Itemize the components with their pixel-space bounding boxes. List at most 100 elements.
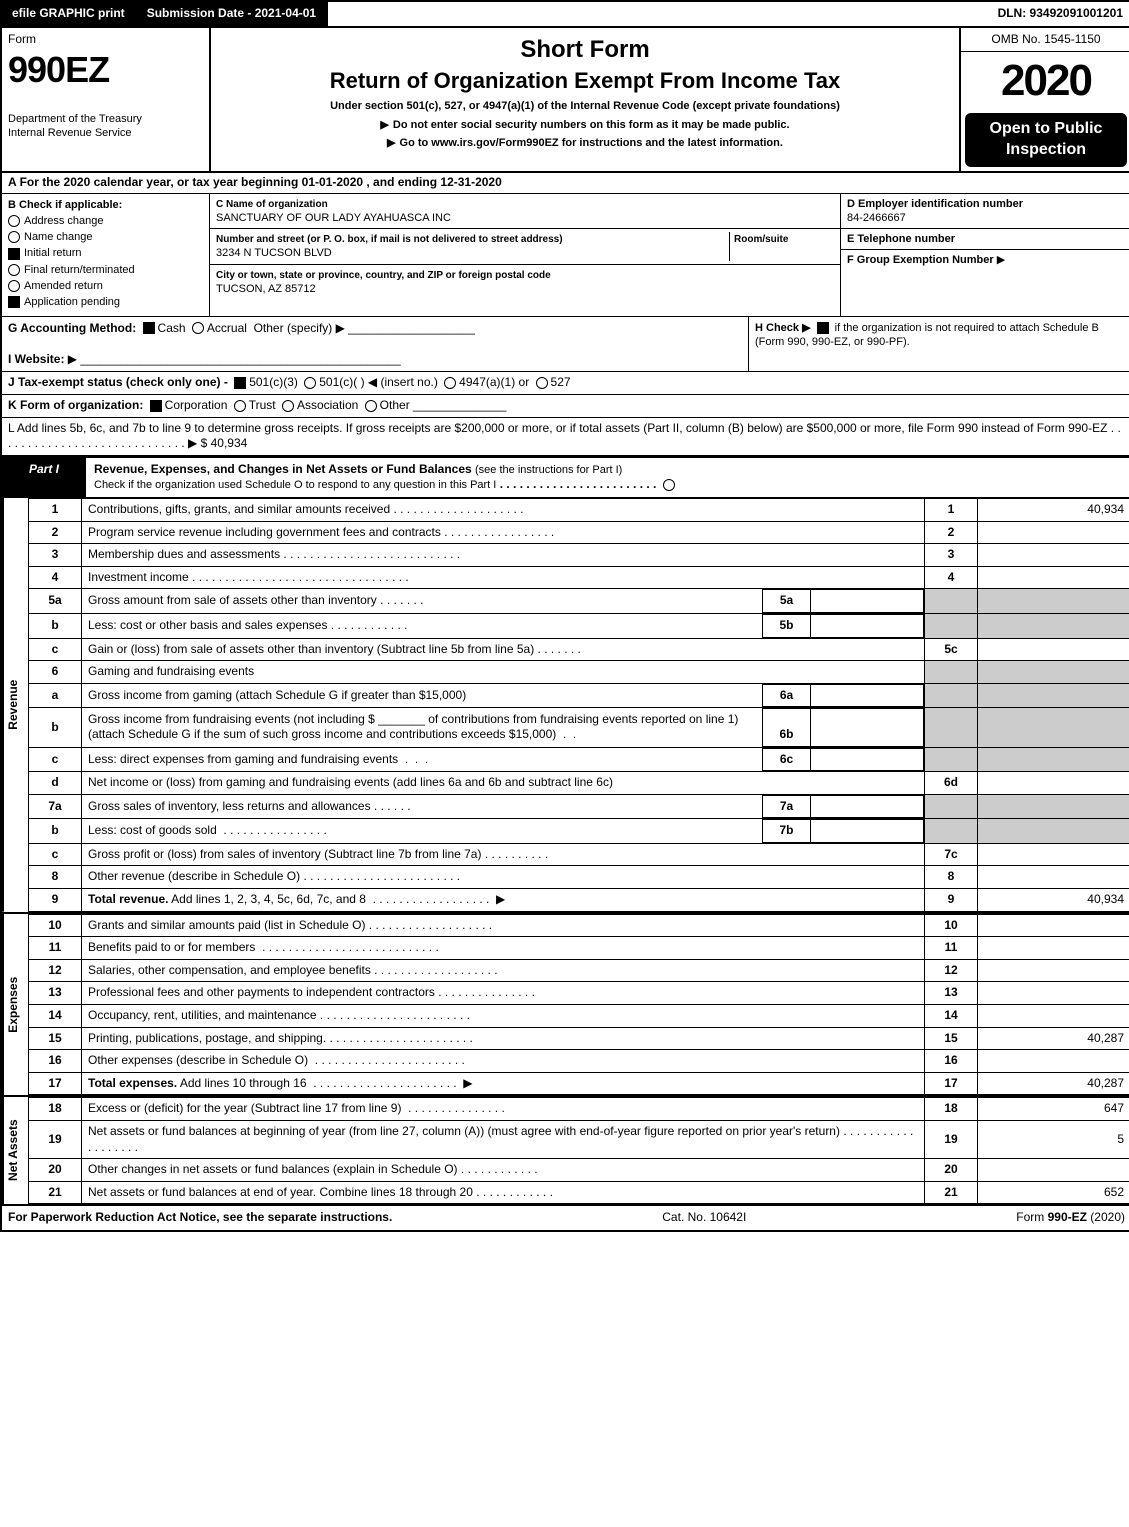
line-6: 6Gaming and fundraising events [29,661,1129,684]
tax-year-text: For the 2020 calendar year, or tax year … [20,175,502,189]
initial-return-checkbox[interactable] [8,248,20,260]
form-version: Form 990-EZ (2020) [1016,1210,1125,1226]
accrual-label: Accrual [207,321,247,335]
section-l-row: L Add lines 5b, 6c, and 7b to line 9 to … [2,418,1129,456]
name-change-checkbox[interactable] [8,231,20,243]
street-label: Number and street (or P. O. box, if mail… [216,234,563,245]
short-form-title: Short Form [219,34,951,65]
section-k-row: K Form of organization: Corporation Trus… [2,395,1129,418]
line-1: 1Contributions, gifts, grants, and simil… [29,498,1129,521]
line-17: 17Total expenses. Add lines 10 through 1… [29,1072,1129,1095]
website-label: I Website: [8,352,64,366]
other-org-label: Other [380,398,410,412]
corp-label: Corporation [165,398,228,412]
netassets-sidebar: Net Assets [2,1097,28,1204]
row-gh: G Accounting Method: Cash Accrual Other … [2,317,1129,373]
section-b-label: B Check if applicable: [8,199,122,211]
4947-label: 4947(a)(1) or [459,375,529,389]
name-change-label: Name change [24,231,93,243]
line-5a: 5aGross amount from sale of assets other… [29,589,1129,614]
h-label: H Check ▶ [755,322,811,334]
501c3-checkbox[interactable] [234,377,246,389]
open-public-badge: Open to Public Inspection [965,113,1127,167]
527-checkbox[interactable] [536,377,548,389]
address-change-checkbox[interactable] [8,215,20,227]
line-7a: 7aGross sales of inventory, less returns… [29,794,1129,819]
accrual-checkbox[interactable] [192,322,204,334]
4947-checkbox[interactable] [444,377,456,389]
revenue-sidebar: Revenue [2,498,28,912]
line-6a: aGross income from gaming (attach Schedu… [29,683,1129,708]
501c3-label: 501(c)(3) [249,375,298,389]
other-method-label: Other (specify) [254,321,333,335]
group-exemption-label: F Group Exemption Number [847,254,994,266]
room-label: Room/suite [734,234,788,245]
street-value: 3234 N TUCSON BLVD [216,247,332,259]
h-checkbox[interactable] [817,322,829,334]
line-14: 14Occupancy, rent, utilities, and mainte… [29,1005,1129,1028]
amended-return-checkbox[interactable] [8,280,20,292]
telephone-label: E Telephone number [847,233,955,245]
h-text1: if the organization is not required to a… [835,322,1099,334]
line-3: 3Membership dues and assessments . . . .… [29,544,1129,567]
paperwork-notice: For Paperwork Reduction Act Notice, see … [8,1210,392,1226]
other-org-checkbox[interactable] [365,400,377,412]
efile-print-button[interactable]: efile GRAPHIC print [2,2,137,26]
part1-title: Revenue, Expenses, and Changes in Net As… [94,462,472,476]
line-21: 21Net assets or fund balances at end of … [29,1181,1129,1204]
initial-return-label: Initial return [24,247,81,259]
line-10: 10Grants and similar amounts paid (list … [29,914,1129,937]
irs-label: Internal Revenue Service [8,126,203,140]
netassets-section: Net Assets 18Excess or (deficit) for the… [2,1095,1129,1204]
527-label: 527 [551,375,571,389]
line-7b: bLess: cost of goods sold . . . . . . . … [29,819,1129,844]
subtitle: Under section 501(c), 527, or 4947(a)(1)… [219,99,951,113]
expenses-sidebar: Expenses [2,914,28,1096]
main-title: Return of Organization Exempt From Incom… [219,67,951,96]
final-return-label: Final return/terminated [24,264,135,276]
ssn-warning: Do not enter social security numbers on … [219,118,951,132]
501c-label: 501(c)( ) [319,375,364,389]
line-20: 20Other changes in net assets or fund ba… [29,1159,1129,1182]
org-name: SANCTUARY OF OUR LADY AYAHUASCA INC [216,212,451,224]
form-header: Form 990EZ Department of the Treasury In… [2,28,1129,173]
line-19: 19Net assets or fund balances at beginni… [29,1121,1129,1159]
cash-checkbox[interactable] [143,322,155,334]
accounting-method-label: G Accounting Method: [8,321,136,335]
top-bar: efile GRAPHIC print Submission Date - 20… [2,2,1129,28]
dln-label: DLN: 93492091001201 [990,2,1129,26]
form-page: efile GRAPHIC print Submission Date - 20… [0,0,1129,1232]
schedule-o-checkbox[interactable] [663,479,675,491]
l-amount: $ 40,934 [201,436,248,450]
tax-year: 2020 [961,52,1129,109]
line-8: 8Other revenue (describe in Schedule O) … [29,866,1129,889]
insert-no-label: (insert no.) [380,375,437,389]
omb-number: OMB No. 1545-1150 [961,28,1129,53]
trust-checkbox[interactable] [234,400,246,412]
expenses-section: Expenses 10Grants and similar amounts pa… [2,912,1129,1096]
corp-checkbox[interactable] [150,400,162,412]
line-16: 16Other expenses (describe in Schedule O… [29,1050,1129,1073]
part1-check-text: Check if the organization used Schedule … [94,479,496,491]
info-grid: B Check if applicable: Address change Na… [2,194,1129,317]
line-5c: cGain or (loss) from sale of assets othe… [29,638,1129,661]
line-6c: cLess: direct expenses from gaming and f… [29,747,1129,772]
page-footer: For Paperwork Reduction Act Notice, see … [2,1204,1129,1230]
assoc-checkbox[interactable] [282,400,294,412]
city-label: City or town, state or province, country… [216,270,551,281]
form-word: Form [8,32,203,48]
goto-link[interactable]: Go to www.irs.gov/Form990EZ for instruct… [219,136,951,150]
501c-checkbox[interactable] [304,377,316,389]
dept-label: Department of the Treasury [8,112,203,126]
line-11: 11Benefits paid to or for members . . . … [29,937,1129,960]
final-return-checkbox[interactable] [8,264,20,276]
line-6d: dNet income or (loss) from gaming and fu… [29,772,1129,795]
application-pending-checkbox[interactable] [8,296,20,308]
line-18: 18Excess or (deficit) for the year (Subt… [29,1098,1129,1121]
address-change-label: Address change [24,215,104,227]
line-2: 2Program service revenue including gover… [29,521,1129,544]
ein-value: 84-2466667 [847,212,906,224]
h-text2: (Form 990, 990-EZ, or 990-PF). [755,336,910,348]
line-5b: bLess: cost or other basis and sales exp… [29,613,1129,638]
cash-label: Cash [158,321,186,335]
